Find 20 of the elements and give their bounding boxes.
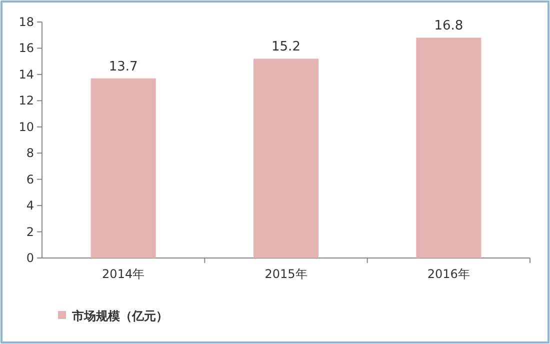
y-tick-label: 16 (18, 41, 34, 56)
y-tick-label: 8 (26, 146, 34, 160)
y-tick-label: 12 (18, 94, 34, 108)
data-label: 15.2 (272, 40, 300, 55)
data-label: 16.8 (434, 18, 464, 34)
y-tick-label: 10 (18, 120, 34, 134)
y-tick-label: 6 (26, 172, 34, 186)
y-tick-label: 4 (26, 198, 34, 213)
x-tick-label: 2016年 (427, 267, 470, 281)
y-tick-label: 14 (18, 67, 34, 82)
bar (416, 38, 482, 258)
y-tick-label: 2 (26, 224, 34, 239)
legend-label: 市场规模（亿元） (71, 309, 168, 323)
data-label: 13.7 (108, 59, 138, 74)
y-tick-label: 18 (18, 15, 34, 29)
y-tick-label: 0 (26, 251, 34, 265)
x-tick-label: 2014年 (102, 267, 145, 281)
bar (253, 58, 319, 258)
bar (90, 78, 156, 258)
x-tick-label: 2015年 (264, 267, 308, 281)
